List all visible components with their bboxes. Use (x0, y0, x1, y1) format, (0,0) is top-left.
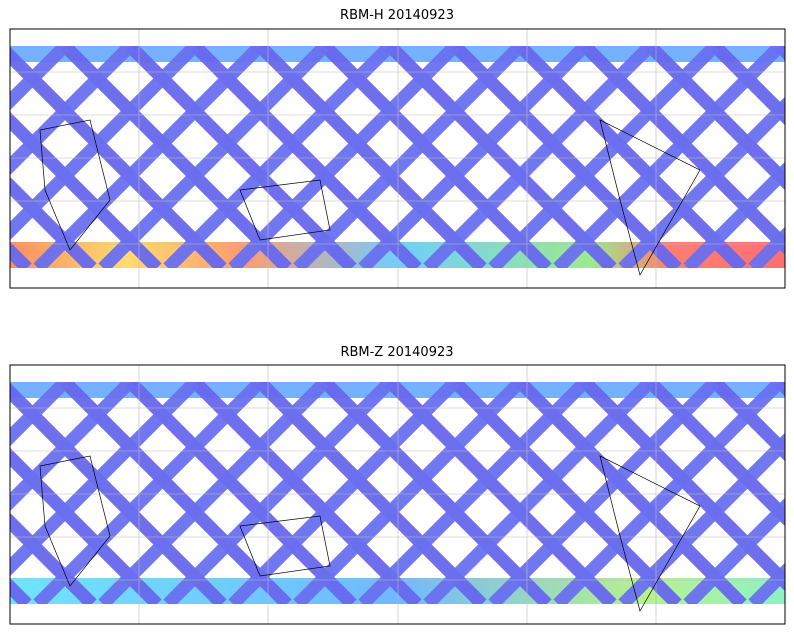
swath (423, 46, 655, 268)
swath (10, 382, 70, 447)
panel-title: RBM-H 20140923 (340, 8, 454, 23)
swath (10, 447, 162, 604)
swath (98, 382, 330, 604)
swath (10, 382, 135, 512)
swath (553, 382, 785, 604)
swath (10, 382, 200, 577)
swath (10, 46, 70, 111)
swath (683, 497, 785, 604)
swath (228, 46, 460, 268)
swath (10, 176, 97, 268)
swath (163, 382, 395, 604)
swath (10, 111, 162, 268)
map-frame (9, 364, 786, 625)
swath (358, 46, 590, 268)
swath-layer (10, 382, 785, 604)
swath-layer (10, 46, 785, 268)
map-frame (9, 28, 786, 289)
swath (10, 512, 97, 604)
swath (293, 382, 525, 604)
swath (358, 382, 590, 604)
swath (683, 161, 785, 268)
swath (618, 432, 785, 604)
swath (488, 382, 720, 604)
coastline (39, 119, 701, 276)
swath (618, 96, 785, 268)
panel-title: RBM-Z 20140923 (340, 345, 453, 360)
swath (423, 382, 655, 604)
coastline (39, 455, 701, 612)
swath (33, 382, 265, 604)
swath (98, 46, 330, 268)
swath (553, 46, 785, 268)
swath (10, 46, 135, 176)
swath (10, 46, 200, 241)
swath (228, 382, 460, 604)
swath (163, 46, 395, 268)
swath (293, 46, 525, 268)
swath (488, 46, 720, 268)
swath (33, 46, 265, 268)
